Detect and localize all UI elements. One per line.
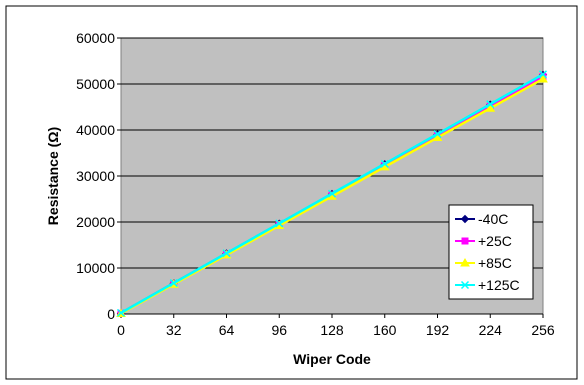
y-tick-labels: 0 10000 20000 30000 40000 50000 60000 xyxy=(76,30,121,322)
y-tick-label: 20000 xyxy=(76,214,115,230)
y-axis-title: Resistance (Ω) xyxy=(45,127,61,225)
x-tick-label: 256 xyxy=(531,322,555,338)
data-point xyxy=(169,279,178,288)
legend-label: +25C xyxy=(478,233,512,249)
data-point xyxy=(222,249,231,258)
x-tick-label: 224 xyxy=(479,322,503,338)
series-layer xyxy=(116,70,548,318)
data-point xyxy=(485,103,496,112)
x-tick-label: 128 xyxy=(320,322,344,338)
y-tick-label: 50000 xyxy=(76,76,115,92)
series-3 xyxy=(116,70,548,317)
legend-label: +125C xyxy=(478,277,520,293)
y-tick-label: 30000 xyxy=(76,168,115,184)
data-point xyxy=(433,129,442,139)
data-point xyxy=(538,73,548,83)
x-tick-label: 192 xyxy=(426,322,450,338)
gridlines xyxy=(121,37,543,315)
x-axis-title: Wiper Code xyxy=(293,351,371,367)
legend: -40C +25C +85C +125C xyxy=(448,204,534,300)
y-tick-label: 10000 xyxy=(76,260,115,276)
data-point xyxy=(486,100,495,109)
data-point xyxy=(275,219,284,228)
y-tick-label: 60000 xyxy=(76,30,115,46)
y-tick-label: 40000 xyxy=(76,122,115,138)
x-tick-label: 0 xyxy=(117,322,125,338)
x-tick-label: 32 xyxy=(166,322,182,338)
data-point xyxy=(380,159,389,168)
x-tick-label: 96 xyxy=(271,322,287,338)
legend-label: -40C xyxy=(478,211,508,227)
x-tick-label: 64 xyxy=(219,322,235,338)
data-point xyxy=(538,70,548,79)
legend-marker xyxy=(460,257,470,267)
y-tick-label: 0 xyxy=(107,306,115,322)
legend-label: +85C xyxy=(478,255,512,271)
legend-marker xyxy=(461,237,469,245)
data-point xyxy=(327,189,337,198)
legend-marker xyxy=(460,280,470,290)
legend-marker xyxy=(460,214,470,224)
x-tick-label: 160 xyxy=(373,322,397,338)
x-tick-labels: 0 32 64 96 128 160 192 224 256 xyxy=(117,314,555,338)
data-point xyxy=(116,308,126,317)
